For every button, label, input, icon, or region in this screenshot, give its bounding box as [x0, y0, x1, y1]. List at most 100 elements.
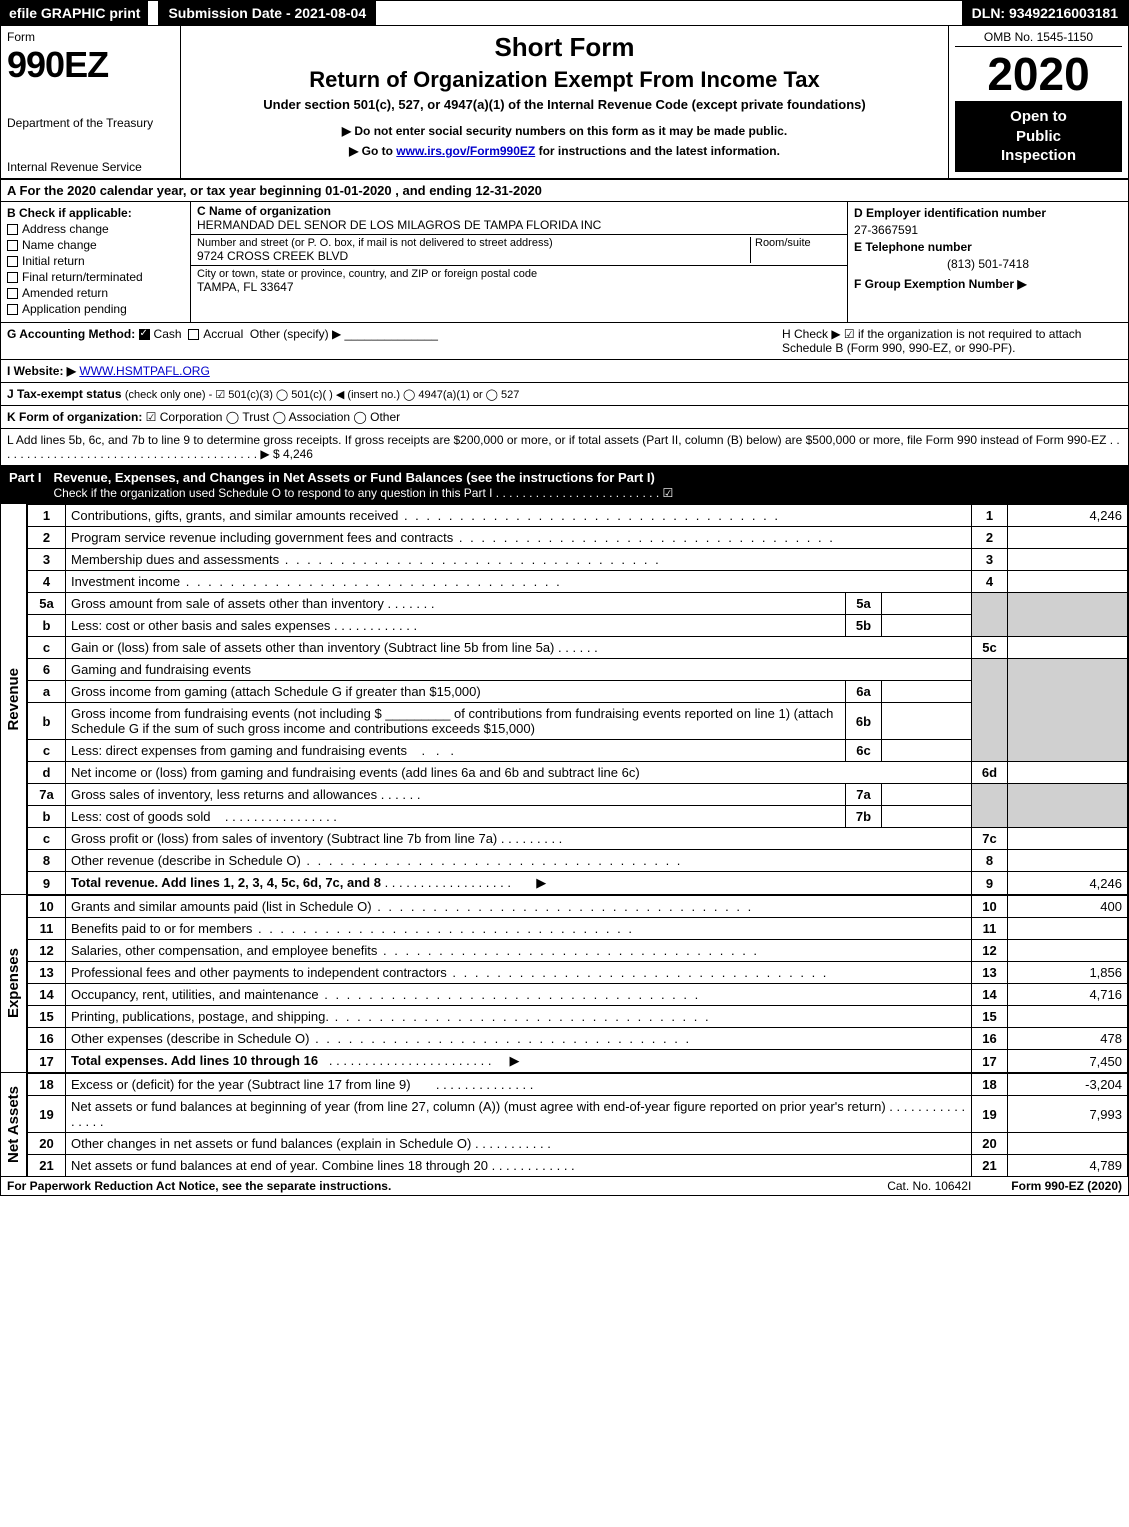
line-16: 16Other expenses (describe in Schedule O…: [28, 1028, 1128, 1050]
line-13: 13Professional fees and other payments t…: [28, 962, 1128, 984]
cb-accrual[interactable]: [188, 329, 199, 340]
part1-header: Part I Revenue, Expenses, and Changes in…: [1, 466, 1128, 504]
info-block: B Check if applicable: Address change Na…: [1, 202, 1128, 323]
line-6a: aGross income from gaming (attach Schedu…: [28, 681, 1128, 703]
row-l: L Add lines 5b, 6c, and 7b to line 9 to …: [1, 429, 1128, 466]
addr: 9724 CROSS CREEK BLVD: [197, 249, 750, 263]
goto-link[interactable]: www.irs.gov/Form990EZ: [396, 144, 535, 158]
section-d: D Employer identification number 27-3667…: [848, 202, 1128, 322]
line-14: 14Occupancy, rent, utilities, and mainte…: [28, 984, 1128, 1006]
j-lbl: J Tax-exempt status: [7, 387, 122, 401]
form-word: Form: [7, 30, 174, 44]
cb-address-change[interactable]: Address change: [7, 222, 184, 236]
h-text: H Check ▶ ☑ if the organization is not r…: [782, 327, 1122, 355]
expenses-vlabel: Expenses: [1, 895, 27, 1073]
b-header: B Check if applicable:: [7, 206, 184, 220]
org-name-lbl: C Name of organization: [197, 204, 841, 218]
goto-pre: ▶ Go to: [349, 144, 396, 158]
grp-lbl: F Group Exemption Number ▶: [854, 277, 1122, 291]
line-2: 2Program service revenue including gover…: [28, 527, 1128, 549]
line-9: 9Total revenue. Add lines 1, 2, 3, 4, 5c…: [28, 872, 1128, 895]
g-other: Other (specify) ▶: [250, 327, 341, 341]
addr-lbl: Number and street (or P. O. box, if mail…: [197, 237, 750, 249]
line-19: 19Net assets or fund balances at beginni…: [28, 1096, 1128, 1133]
netassets-section: Net Assets 18Excess or (deficit) for the…: [1, 1073, 1128, 1177]
dept-treasury: Department of the Treasury: [7, 116, 174, 130]
line-6c: cLess: direct expenses from gaming and f…: [28, 740, 1128, 762]
org-name: HERMANDAD DEL SENOR DE LOS MILAGROS DE T…: [197, 218, 841, 232]
cb-application-pending[interactable]: Application pending: [7, 302, 184, 316]
omb-number: OMB No. 1545-1150: [955, 30, 1122, 47]
cat-no: Cat. No. 10642I: [887, 1179, 971, 1193]
line-7a: 7aGross sales of inventory, less returns…: [28, 784, 1128, 806]
expenses-section: Expenses 10Grants and similar amounts pa…: [1, 895, 1128, 1073]
cb-initial-return[interactable]: Initial return: [7, 254, 184, 268]
city-lbl: City or town, state or province, country…: [197, 268, 841, 280]
row-j: J Tax-exempt status (check only one) - ☑…: [1, 383, 1128, 406]
line-5a: 5aGross amount from sale of assets other…: [28, 593, 1128, 615]
line-10: 10Grants and similar amounts paid (list …: [28, 896, 1128, 918]
section-c: C Name of organization HERMANDAD DEL SEN…: [191, 202, 848, 322]
tax-year: 2020: [955, 51, 1122, 97]
header-mid: Short Form Return of Organization Exempt…: [181, 26, 948, 178]
cb-final-return[interactable]: Final return/terminated: [7, 270, 184, 284]
line-3: 3Membership dues and assessments3: [28, 549, 1128, 571]
cb-cash[interactable]: [139, 329, 150, 340]
ein-lbl: D Employer identification number: [854, 206, 1122, 220]
line-17: 17Total expenses. Add lines 10 through 1…: [28, 1050, 1128, 1073]
goto-row: ▶ Go to www.irs.gov/Form990EZ for instru…: [189, 144, 940, 158]
part1-title: Revenue, Expenses, and Changes in Net As…: [54, 470, 1120, 500]
revenue-section: Revenue 1Contributions, gifts, grants, a…: [1, 504, 1128, 895]
paperwork-notice: For Paperwork Reduction Act Notice, see …: [7, 1179, 391, 1193]
efile-label[interactable]: efile GRAPHIC print: [1, 1, 148, 25]
form-number: 990EZ: [7, 44, 174, 86]
expenses-table: 10Grants and similar amounts paid (list …: [27, 895, 1128, 1073]
topbar: efile GRAPHIC print Submission Date - 20…: [1, 1, 1128, 26]
k-rest: ☑ Corporation ◯ Trust ◯ Association ◯ Ot…: [146, 410, 400, 424]
cb-name-change[interactable]: Name change: [7, 238, 184, 252]
tel-lbl: E Telephone number: [854, 240, 1122, 254]
line-6: 6Gaming and fundraising events: [28, 659, 1128, 681]
line-21: 21Net assets or fund balances at end of …: [28, 1155, 1128, 1177]
short-form-title: Short Form: [189, 32, 940, 63]
netassets-table: 18Excess or (deficit) for the year (Subt…: [27, 1073, 1128, 1177]
footer: For Paperwork Reduction Act Notice, see …: [1, 1177, 1128, 1195]
line-6b: bGross income from fundraising events (n…: [28, 703, 1128, 740]
open-line3: Inspection: [959, 146, 1118, 166]
revenue-table: 1Contributions, gifts, grants, and simil…: [27, 504, 1128, 895]
open-line2: Public: [959, 127, 1118, 147]
header-right: OMB No. 1545-1150 2020 Open to Public In…: [948, 26, 1128, 178]
line-7b: bLess: cost of goods sold . . . . . . . …: [28, 806, 1128, 828]
line-1: 1Contributions, gifts, grants, and simil…: [28, 505, 1128, 527]
k-lbl: K Form of organization:: [7, 410, 142, 424]
form-ref: Form 990-EZ (2020): [1011, 1179, 1122, 1193]
calendar-year-row: A For the 2020 calendar year, or tax yea…: [1, 180, 1128, 202]
open-inspection: Open to Public Inspection: [955, 101, 1122, 172]
dln: DLN: 93492216003181: [962, 1, 1128, 25]
line-11: 11Benefits paid to or for members11: [28, 918, 1128, 940]
cb-amended-return[interactable]: Amended return: [7, 286, 184, 300]
section-b: B Check if applicable: Address change Na…: [1, 202, 191, 322]
line-7c: cGross profit or (loss) from sales of in…: [28, 828, 1128, 850]
ein: 27-3667591: [854, 223, 1122, 237]
j-rest: (check only one) - ☑ 501(c)(3) ◯ 501(c)(…: [125, 389, 520, 401]
line-18: 18Excess or (deficit) for the year (Subt…: [28, 1074, 1128, 1096]
form-title: Return of Organization Exempt From Incom…: [189, 67, 940, 93]
addr-row: Number and street (or P. O. box, if mail…: [191, 235, 847, 266]
row-k: K Form of organization: ☑ Corporation ◯ …: [1, 406, 1128, 429]
header-left: Form 990EZ Department of the Treasury In…: [1, 26, 181, 178]
line-4: 4Investment income4: [28, 571, 1128, 593]
dept-irs: Internal Revenue Service: [7, 160, 174, 174]
line-5c: cGain or (loss) from sale of assets othe…: [28, 637, 1128, 659]
ssn-notice: ▶ Do not enter social security numbers o…: [189, 124, 940, 138]
tel: (813) 501-7418: [854, 257, 1122, 271]
line-20: 20Other changes in net assets or fund ba…: [28, 1133, 1128, 1155]
line-12: 12Salaries, other compensation, and empl…: [28, 940, 1128, 962]
website-link[interactable]: WWW.HSMTPAFL.ORG: [79, 364, 209, 378]
line-15: 15Printing, publications, postage, and s…: [28, 1006, 1128, 1028]
org-name-row: C Name of organization HERMANDAD DEL SEN…: [191, 202, 847, 235]
form-subtitle: Under section 501(c), 527, or 4947(a)(1)…: [189, 97, 940, 112]
open-line1: Open to: [959, 107, 1118, 127]
revenue-vlabel: Revenue: [1, 504, 27, 895]
part1-lbl: Part I: [9, 470, 42, 500]
